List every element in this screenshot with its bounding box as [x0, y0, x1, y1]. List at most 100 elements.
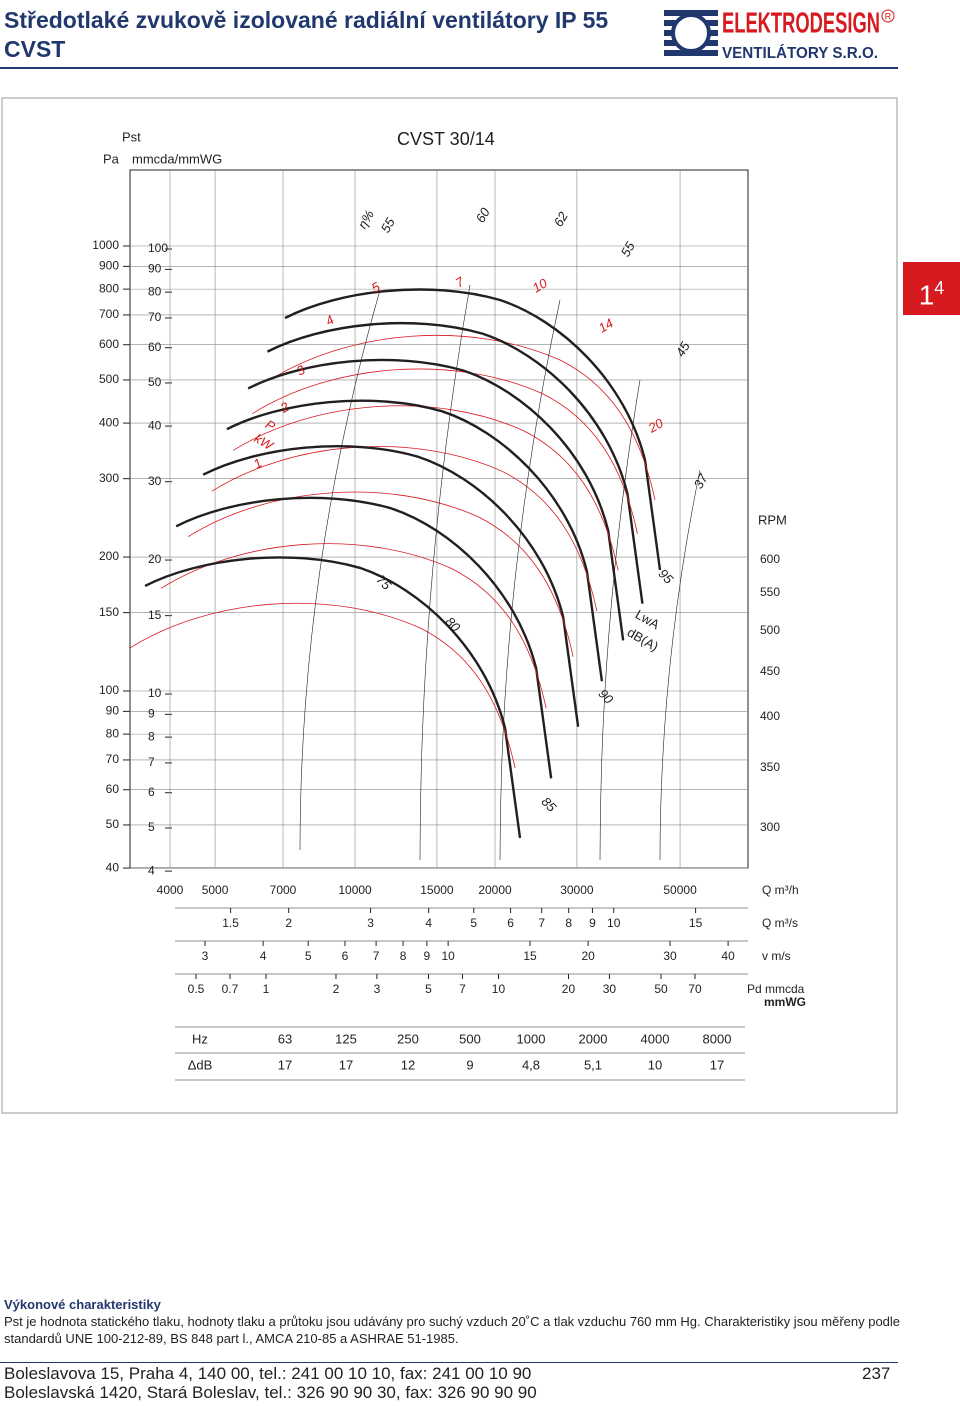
scale-label: 30 [603, 982, 617, 996]
y-tick-label: 80 [148, 284, 162, 298]
noise-label: 85 [538, 794, 559, 815]
efficiency-label: 55 [618, 239, 639, 260]
y-tick-label: 50 [106, 817, 120, 831]
y-tick-label: 10 [148, 686, 162, 700]
rule [0, 1362, 898, 1363]
table-cell: 63 [278, 1031, 292, 1046]
tab-main: 1 [918, 279, 935, 311]
y-tick-label: 60 [148, 340, 162, 354]
y-tick-label: 500 [99, 372, 119, 386]
y-tick-label: 5 [148, 820, 155, 834]
axis-label: RPM [758, 512, 787, 527]
table-cell: 4000 [641, 1031, 670, 1046]
y-tick-label: 6 [148, 785, 155, 799]
scale-label: 0.7 [222, 982, 239, 996]
x-tick-label: 4000 [157, 883, 184, 897]
title-line: Středotlaké zvukově izolované radiální v… [4, 7, 609, 33]
x-tick-label: 20000 [478, 883, 512, 897]
unit-label: mmWG [764, 995, 806, 1009]
page-title: Středotlaké zvukově izolované radiální v… [4, 6, 608, 64]
table-cell: 1000 [517, 1031, 546, 1046]
y-tick-label: 1000 [92, 238, 119, 252]
table-cell: 10 [648, 1057, 662, 1072]
fan-curve [202, 445, 580, 727]
scale-label: 2 [285, 916, 292, 930]
logo-reg: R [885, 11, 892, 21]
rpm-label: 500 [760, 623, 780, 637]
logo-brand: ELEKTRODESIGN [722, 8, 880, 40]
scale-label: 7 [373, 949, 380, 963]
y-tick-label: 100 [148, 241, 168, 255]
diagram-title: CVST 30/14 [397, 129, 495, 149]
y-tick-label: 40 [106, 860, 120, 874]
table-cell: 2000 [579, 1031, 608, 1046]
rpm-label: 550 [760, 585, 780, 599]
scale-label: 10 [492, 982, 506, 996]
table-cell: 8000 [703, 1031, 732, 1046]
address: Boleslavova 15, Praha 4, 140 00, tel.: 2… [4, 1364, 532, 1383]
address: Boleslavská 1420, Stará Boleslav, tel.: … [4, 1383, 537, 1402]
power-curve [232, 405, 619, 571]
power-label: 1 [251, 455, 265, 472]
page-number: 237 [862, 1364, 891, 1383]
rule [0, 67, 898, 69]
x-tick-label: 10000 [338, 883, 372, 897]
power-curve [160, 543, 547, 709]
title-line: CVST [4, 36, 66, 62]
table-cell: 9 [466, 1057, 473, 1072]
power-curve [269, 335, 656, 501]
y-tick-label: 60 [106, 782, 120, 796]
diagram: Pst Pa mmcda/mmWG CVST 30/14 RPM 1000 100… [1, 97, 898, 1114]
scale-label: 70 [688, 982, 702, 996]
table-cell: ΔdB [188, 1057, 213, 1072]
y-tick-label: 20 [148, 552, 162, 566]
power-label: 3 [294, 362, 308, 379]
scale-label: 4 [425, 916, 432, 930]
scale-label: 7 [538, 916, 545, 930]
scale-label: 2 [333, 982, 340, 996]
scale-label: 9 [589, 916, 596, 930]
unit-label: v m/s [762, 949, 791, 963]
y-tick-label: 600 [99, 337, 119, 351]
y-tick-label: 90 [106, 704, 120, 718]
logo-reg-circle [881, 9, 895, 23]
unit-label: Pd mmcda [747, 982, 805, 996]
y-tick-label: 400 [99, 415, 119, 429]
efficiency-label: 62 [551, 209, 572, 230]
table-cell: Hz [192, 1031, 208, 1046]
scale-label: 8 [400, 949, 407, 963]
scale-label: 15 [689, 916, 703, 930]
power-label: 10 [530, 275, 551, 296]
y-tick-label: 7 [148, 755, 155, 769]
scale-label: 15 [523, 949, 537, 963]
table-cell: 12 [401, 1057, 415, 1072]
table-cell: 17 [339, 1057, 353, 1072]
y-tick-label: 50 [148, 375, 162, 389]
y-tick-label: 80 [106, 726, 120, 740]
scale-label: 9 [424, 949, 431, 963]
power-label: 4 [323, 312, 337, 329]
y-tick-label: 15 [148, 608, 162, 622]
system-curve [299, 289, 381, 851]
power-curve [252, 368, 638, 534]
scale-label: 5 [305, 949, 312, 963]
scale-label: 1 [263, 982, 270, 996]
x-tick-label: 15000 [420, 883, 454, 897]
scale-label: 50 [654, 982, 668, 996]
y-tick-label: 70 [106, 752, 120, 766]
y-tick-label: 300 [99, 471, 119, 485]
efficiency-label: 60 [473, 205, 494, 226]
logo-sub: VENTILÁTORY S.R.O. [722, 43, 878, 62]
rpm-label: 450 [760, 664, 780, 678]
efficiency-label: 45 [673, 339, 694, 360]
system-curve [419, 284, 471, 861]
table-cell: 5,1 [584, 1057, 602, 1072]
scale-label: 8 [565, 916, 572, 930]
power-curve [129, 602, 516, 769]
x-tick-label: 50000 [663, 883, 697, 897]
power-label: 14 [596, 315, 616, 335]
table-cell: 250 [397, 1031, 419, 1046]
y-tick-label: 90 [148, 262, 162, 276]
y-tick-label: 70 [148, 310, 162, 324]
unit-label: Q m³/s [762, 916, 798, 930]
